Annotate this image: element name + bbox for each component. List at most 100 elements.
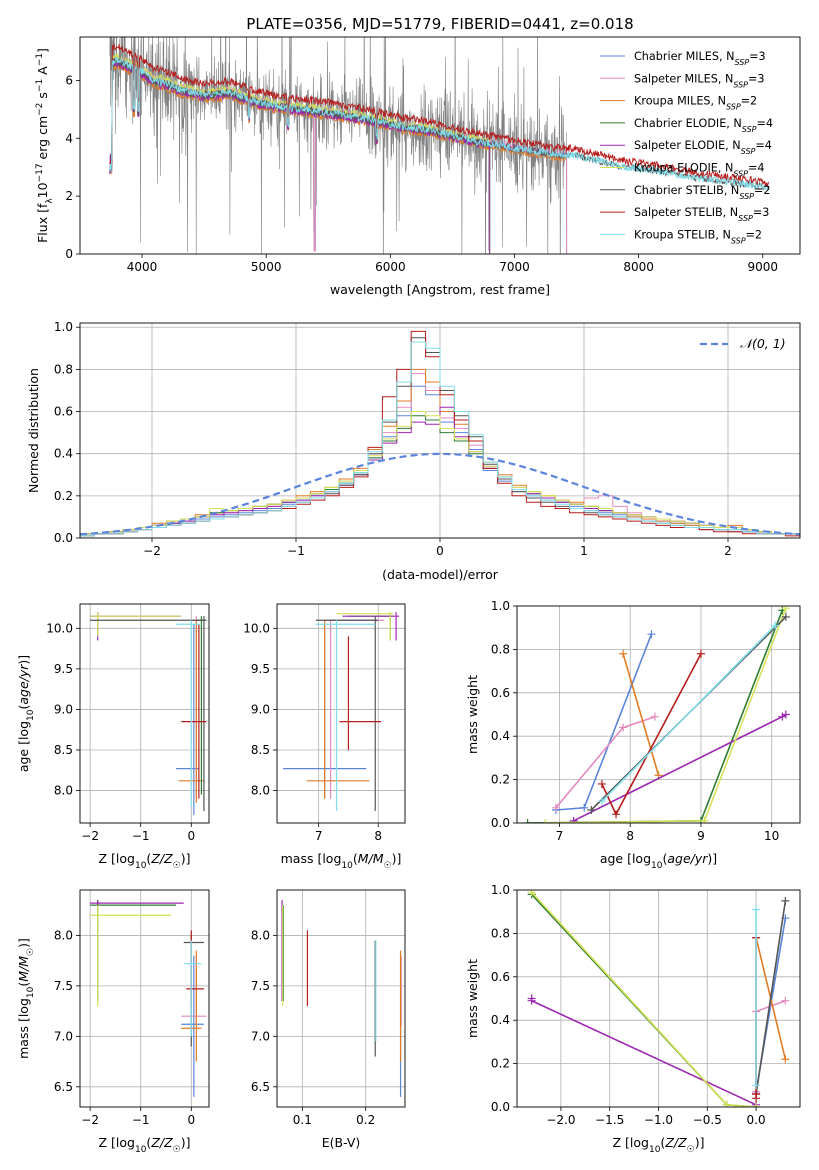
panel-mass_weight_vs_age: 7 8 9 10 0.0 0.2 0.4 0.6 0.8 1.0 age [log10(age/yr… xyxy=(465,599,801,871)
x-tick-label: −1 xyxy=(287,544,305,558)
y-tick-label: 6.5 xyxy=(251,1080,270,1094)
series-line xyxy=(601,624,776,802)
x-tick-label: 0.1 xyxy=(293,1113,312,1127)
x-tick-label: −1 xyxy=(132,829,150,843)
data-point xyxy=(647,630,656,639)
errorbar-kroupa-stelib xyxy=(183,940,202,1037)
x-tick-label: 5000 xyxy=(251,260,282,274)
y-tick-label: 0.4 xyxy=(491,1013,510,1027)
legend-label: Salpeter MILES, NSSP=3 xyxy=(634,72,765,89)
series-kroupa-elodie xyxy=(541,606,790,823)
errorbar-kroupa-elodie xyxy=(90,612,182,637)
plot-area xyxy=(282,612,400,811)
y-tick-label: 1.0 xyxy=(491,599,510,613)
data-point xyxy=(781,1055,790,1064)
y-tick-label: 9.5 xyxy=(251,662,270,676)
axes-frame xyxy=(276,603,406,824)
x-tick-label: 0 xyxy=(187,1113,195,1127)
x-tick-label: 1 xyxy=(580,544,588,558)
y-axis-label: Flux [fλ10−17 erg cm−2 s−1 A−1] xyxy=(35,48,55,243)
x-tick-label: 4000 xyxy=(127,260,158,274)
panel-mass_weight_vs_Z: −2.0 −1.5 −1.0 −0.5 0.0 0.0 0.2 0.4 0.6 0.8 1.0 Z [… xyxy=(465,883,801,1155)
y-tick-label: 0.0 xyxy=(491,1100,510,1114)
y-tick-label: 10.0 xyxy=(243,621,270,635)
data-point xyxy=(752,1103,761,1107)
data-point xyxy=(781,996,790,1005)
axes-frame xyxy=(516,605,801,824)
y-tick-label: 7.5 xyxy=(251,979,270,993)
x-axis-label: Z [log10(Z/Z☉)] xyxy=(99,1135,191,1155)
plot-area xyxy=(527,890,790,1107)
series-kroupa-stelib xyxy=(752,905,761,1090)
errorbar-salpeter-miles xyxy=(191,616,204,799)
x-tick-label: 8 xyxy=(374,829,382,843)
x-tick-label: 2 xyxy=(724,544,732,558)
y-tick-label: 0.2 xyxy=(54,489,73,503)
y-tick-label: 7.0 xyxy=(54,1029,73,1043)
y-tick-label: 0.8 xyxy=(491,642,510,656)
y-tick-label: 9.0 xyxy=(54,702,73,716)
x-tick-label: 0 xyxy=(187,829,195,843)
x-axis-label: age [log10(age/yr)] xyxy=(600,851,717,871)
y-tick-label: 6 xyxy=(65,73,73,87)
series-kroupa-miles xyxy=(619,649,663,780)
y-axis-label: Normed distribution xyxy=(26,368,41,493)
x-tick-label: 7 xyxy=(315,829,323,843)
y-tick-label: 4 xyxy=(65,131,73,145)
series-kroupa-elodie xyxy=(527,890,761,1107)
series-chabrier-elodie xyxy=(527,890,761,1107)
plot-area xyxy=(523,606,790,823)
legend-label: Chabrier ELODIE, NSSP=4 xyxy=(634,117,773,133)
data-point xyxy=(580,803,589,812)
legend-label: 𝒩(0, 1) xyxy=(740,336,786,351)
model-spectrum-kroupa-stelib xyxy=(109,56,770,191)
x-tick-label: 0 xyxy=(436,544,444,558)
series-line xyxy=(755,999,786,1092)
y-tick-label: 0.2 xyxy=(491,773,510,787)
x-tick-label: −1 xyxy=(132,1113,150,1127)
errorbar-kroupa-elodie xyxy=(90,905,172,1007)
y-tick-label: 0.0 xyxy=(491,816,510,830)
errorbar-chabrier-miles xyxy=(181,955,204,1097)
errorbar-kroupa-miles xyxy=(306,620,370,799)
legend-label: Kroupa ELODIE, NSSP=4 xyxy=(634,162,765,179)
y-tick-label: 0.4 xyxy=(54,447,73,461)
model-spectrum-salpeter-stelib xyxy=(109,42,770,188)
legend-label: Chabrier STELIB, NSSP=2 xyxy=(634,184,771,201)
y-tick-label: 8.5 xyxy=(251,743,270,757)
y-tick-label: 9.5 xyxy=(54,662,73,676)
x-tick-label: 9000 xyxy=(747,260,778,274)
errorbar-salpeter-stelib xyxy=(339,636,382,750)
y-axis-label: mass weight xyxy=(465,959,480,1038)
series-line xyxy=(531,891,757,1107)
series-line xyxy=(755,900,787,1095)
plot-area xyxy=(90,612,207,815)
data-point xyxy=(523,819,532,823)
series-salpeter-elodie xyxy=(527,994,761,1107)
errorbar-chabrier-stelib xyxy=(315,616,379,811)
y-tick-label: 0.8 xyxy=(491,926,510,940)
x-axis-label: wavelength [Angstrom, rest frame] xyxy=(330,282,550,297)
plot-area xyxy=(109,37,770,254)
errorbar-chabrier-elodie xyxy=(196,616,207,795)
data-point xyxy=(527,996,536,1005)
x-tick-label: 7 xyxy=(556,829,564,843)
data-point xyxy=(541,819,550,823)
x-axis-label: Z [log10(Z/Z☉)] xyxy=(99,851,191,871)
data-point xyxy=(587,805,596,814)
y-axis-label: mass weight xyxy=(465,675,480,754)
errorbar-chabrier-stelib xyxy=(90,616,207,811)
y-tick-label: 0.6 xyxy=(54,405,73,419)
y-tick-label: 6.5 xyxy=(54,1080,73,1094)
data-point xyxy=(619,723,628,732)
panel-mass_vs_Z: −2 −1 0 6.5 7.0 7.5 8.0 Z [log10(Z/Z☉)] mass [lo… xyxy=(16,889,210,1155)
panel-mass_vs_EBV: 0.1 0.2 6.5 7.0 7.5 8.0 E(B-V) xyxy=(251,889,406,1150)
x-tick-label: −2 xyxy=(143,544,161,558)
series-line xyxy=(531,893,757,1107)
x-tick-label: −2 xyxy=(81,829,99,843)
data-point xyxy=(781,896,790,905)
legend-label: Salpeter STELIB, NSSP=3 xyxy=(634,206,769,223)
series-line xyxy=(545,607,787,823)
x-tick-label: −2 xyxy=(81,1113,99,1127)
y-tick-label: 1.0 xyxy=(54,320,73,334)
